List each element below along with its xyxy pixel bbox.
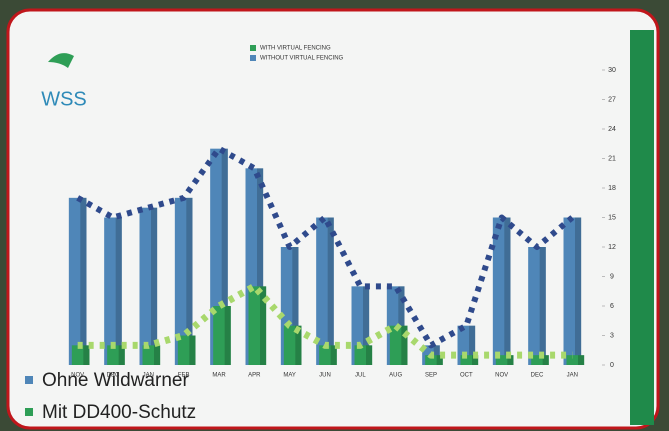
bar	[460, 355, 479, 365]
bar-shade	[330, 345, 337, 365]
logo-text: WSS	[41, 88, 87, 110]
bar-shade	[577, 355, 585, 365]
bar-shade	[115, 217, 122, 365]
bar	[68, 197, 87, 365]
bar-shade	[436, 355, 443, 365]
bar	[142, 345, 161, 365]
bar	[139, 207, 158, 365]
bar-shade	[504, 217, 511, 365]
logo-icon	[48, 53, 74, 68]
bar-shade	[83, 345, 90, 365]
bar-shade	[365, 345, 373, 365]
bar-shade	[327, 217, 334, 365]
x-tick-label: APR	[248, 373, 261, 379]
bar-shade	[118, 345, 125, 365]
x-tick-label: JAN	[567, 373, 578, 379]
bar-shade	[468, 325, 476, 365]
bar	[283, 325, 302, 365]
y-tick-label: 6	[610, 303, 614, 310]
trend-line	[77, 282, 573, 359]
bar	[531, 355, 549, 365]
y-tick-label: 21	[608, 155, 616, 162]
bar-shade	[539, 247, 546, 365]
bar-shade	[292, 247, 299, 365]
bar-shade	[507, 355, 514, 365]
bar-shade	[295, 325, 302, 365]
y-tick-label: 15	[608, 214, 616, 221]
slide-edge	[630, 30, 654, 425]
x-tick-label: JUN	[319, 373, 331, 379]
x-tick-label: MAY	[283, 373, 296, 379]
x-tick-label: DEC	[107, 373, 120, 379]
y-tick-label: 27	[608, 96, 616, 103]
bar	[495, 355, 514, 365]
bar-shade	[256, 168, 264, 365]
bar	[316, 217, 334, 365]
legend-swatch	[250, 45, 256, 51]
legend-label: WITH VIRTUAL FENCING	[260, 46, 331, 52]
bar	[248, 286, 267, 365]
legend-swatch	[25, 376, 33, 384]
legend-label: WITHOUT VIRTUAL FENCING	[260, 56, 344, 62]
bar	[563, 217, 582, 365]
bar	[492, 217, 511, 365]
x-tick-label: SEP	[425, 373, 437, 379]
y-tick-label: 0	[610, 362, 614, 369]
y-tick-label: 9	[610, 273, 614, 280]
bar	[177, 335, 196, 365]
bar-shade	[224, 306, 231, 365]
bar	[566, 355, 585, 365]
bar-shade	[574, 217, 582, 365]
x-tick-label: FEB	[178, 373, 190, 379]
x-tick-label: AUG	[389, 373, 402, 379]
y-tick-label: 24	[608, 126, 616, 133]
y-tick-label: 12	[608, 244, 616, 251]
x-tick-label: OCT	[460, 373, 473, 379]
trend-line	[76, 145, 575, 349]
x-tick-label: DEC	[531, 373, 544, 379]
bar-shade	[259, 286, 267, 365]
bar-shade	[150, 207, 158, 365]
bar	[319, 345, 337, 365]
bar	[107, 345, 125, 365]
bar-shade	[362, 286, 370, 365]
y-tick-label: 18	[608, 185, 616, 192]
bar-shade	[186, 197, 193, 365]
bar-shade	[221, 148, 228, 365]
bar	[174, 197, 193, 365]
legend-swatch	[25, 408, 33, 416]
overlay-legend-text: Mit DD400-Schutz	[42, 402, 196, 423]
bar-shade	[471, 355, 479, 365]
bar-shade	[153, 345, 161, 365]
x-tick-label: NOV	[71, 373, 84, 379]
y-tick-label: 3	[610, 332, 614, 339]
bar	[528, 247, 546, 365]
legend-swatch	[250, 55, 256, 61]
y-tick-label: 30	[608, 67, 616, 74]
bar-shade	[189, 335, 196, 365]
bar	[354, 345, 373, 365]
bar	[425, 355, 443, 365]
x-tick-label: JUL	[355, 373, 366, 379]
bar-shade	[80, 197, 87, 365]
x-tick-label: JAN	[143, 373, 154, 379]
bar	[71, 345, 90, 365]
bar-shade	[542, 355, 549, 365]
x-tick-label: NOV	[495, 373, 508, 379]
bar	[213, 306, 231, 365]
x-tick-label: MAR	[212, 373, 226, 379]
bar	[104, 217, 122, 365]
bar-shade	[401, 325, 408, 365]
overlay-legend-text: Ohne Wildwarner	[42, 370, 189, 391]
